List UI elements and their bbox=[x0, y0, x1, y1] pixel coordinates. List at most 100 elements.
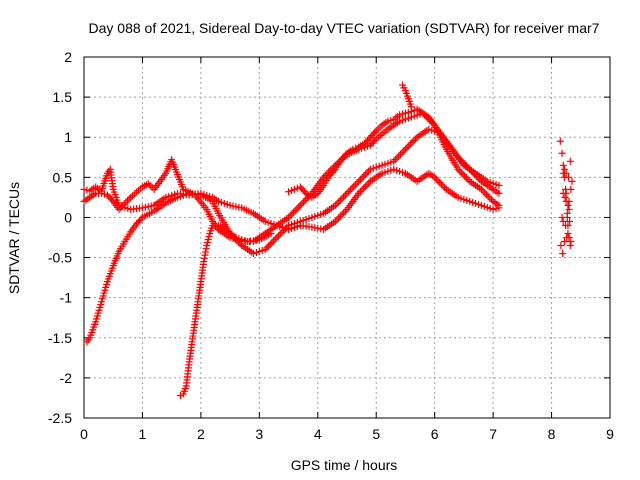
data-point-track-5 bbox=[484, 192, 492, 200]
data-point-track-1 bbox=[333, 216, 341, 224]
data-point-track-2 bbox=[405, 142, 413, 150]
data-point-track-1 bbox=[341, 207, 349, 215]
data-point-track-5 bbox=[301, 188, 309, 196]
data-point-track-2 bbox=[275, 232, 283, 240]
data-point-track-5 bbox=[482, 191, 490, 199]
data-point-track-2 bbox=[400, 147, 408, 155]
data-point-track-1 bbox=[358, 186, 366, 194]
data-point-track-2 bbox=[278, 228, 286, 236]
data-point-track-1 bbox=[365, 179, 373, 187]
data-point-track-5 bbox=[495, 201, 503, 209]
data-point-track-4 bbox=[203, 242, 211, 250]
data-point-track-2 bbox=[338, 195, 346, 203]
data-point-track-2 bbox=[343, 189, 351, 197]
data-point-track-3 bbox=[123, 197, 131, 205]
x-tick-label: 3 bbox=[255, 426, 263, 442]
data-point-track-2 bbox=[390, 157, 398, 165]
data-point-track-3 bbox=[469, 169, 477, 177]
data-point-track-2 bbox=[398, 149, 406, 157]
y-tick-label: 1 bbox=[64, 129, 72, 145]
data-point-track-3 bbox=[122, 199, 130, 207]
data-point-track-3 bbox=[467, 167, 475, 175]
data-point-track-8h bbox=[562, 169, 570, 177]
data-point-track-2 bbox=[401, 145, 409, 153]
data-point-track-3 bbox=[459, 158, 467, 166]
data-point-track-2 bbox=[283, 223, 291, 231]
data-point-track-2 bbox=[391, 156, 399, 164]
data-point-track-2 bbox=[280, 227, 288, 235]
data-point-track-3 bbox=[471, 170, 479, 178]
data-point-track-1 bbox=[432, 175, 440, 183]
data-point-track-1 bbox=[338, 211, 346, 219]
y-tick-label: -1 bbox=[60, 290, 73, 306]
data-point-track-2 bbox=[276, 230, 284, 238]
data-marks bbox=[80, 81, 576, 400]
data-point-track-4 bbox=[205, 232, 213, 240]
data-point-track-1 bbox=[340, 209, 348, 217]
x-tick-label: 1 bbox=[139, 426, 147, 442]
data-point-track-3 bbox=[462, 162, 470, 170]
data-point-track-2 bbox=[350, 183, 358, 191]
data-point-track-5 bbox=[461, 172, 469, 180]
data-point-track-2 bbox=[331, 201, 339, 209]
data-point-track-2 bbox=[265, 242, 273, 250]
data-point-track-2 bbox=[393, 154, 401, 162]
x-tick-label: 6 bbox=[431, 426, 439, 442]
data-point-track-5 bbox=[479, 187, 487, 195]
data-point-track-8h bbox=[565, 173, 573, 181]
data-point-track-8h bbox=[559, 161, 567, 169]
data-point-track-5 bbox=[457, 169, 465, 177]
data-point-track-2 bbox=[365, 167, 373, 175]
data-point-track-3 bbox=[291, 207, 299, 215]
data-point-track-2 bbox=[340, 193, 348, 201]
data-point-track-3 bbox=[301, 196, 309, 204]
data-point-track-8h bbox=[567, 238, 575, 246]
y-tick-label: 0 bbox=[64, 209, 72, 225]
y-tick-label: 2 bbox=[64, 49, 72, 65]
data-point-track-3 bbox=[293, 205, 301, 213]
data-point-track-2 bbox=[356, 176, 364, 184]
data-point-track-5 bbox=[462, 174, 470, 182]
data-point-track-5 bbox=[477, 185, 485, 193]
x-tick-label: 0 bbox=[80, 426, 88, 442]
grid bbox=[84, 57, 610, 418]
data-point-track-8h bbox=[559, 250, 567, 258]
x-tick-label: 5 bbox=[372, 426, 380, 442]
data-point-track-2 bbox=[410, 137, 418, 145]
data-point-track-1 bbox=[331, 217, 339, 225]
data-point-track-8h bbox=[559, 217, 567, 225]
data-point-track-3 bbox=[495, 189, 503, 197]
data-point-track-1 bbox=[431, 173, 439, 181]
y-tick-label: -2.5 bbox=[48, 410, 72, 426]
data-point-track-2 bbox=[408, 138, 416, 146]
y-tick-label: 1.5 bbox=[53, 89, 73, 105]
data-point-track-1 bbox=[361, 183, 369, 191]
y-tick-label: -0.5 bbox=[48, 250, 72, 266]
data-point-track-2 bbox=[335, 198, 343, 206]
data-point-track-8h bbox=[562, 221, 570, 229]
data-point-track-8h bbox=[563, 234, 571, 241]
data-point-track-5 bbox=[454, 165, 462, 173]
data-point-track-8h bbox=[556, 137, 564, 145]
data-point-track-8h bbox=[557, 242, 565, 250]
data-point-track-1 bbox=[439, 182, 447, 190]
data-point-track-3 bbox=[120, 200, 128, 208]
data-point-track-8h bbox=[565, 197, 573, 205]
data-point-track-1 bbox=[363, 181, 371, 189]
data-point-track-2 bbox=[137, 215, 145, 223]
data-point-track-8h bbox=[566, 217, 574, 225]
data-point-track-5 bbox=[456, 167, 464, 175]
data-point-track-2 bbox=[495, 181, 503, 189]
data-point-track-2 bbox=[281, 225, 289, 233]
data-point-track-2 bbox=[361, 170, 369, 178]
data-point-track-2 bbox=[268, 239, 276, 247]
data-point-track-8h bbox=[560, 238, 568, 246]
data-point-track-2 bbox=[358, 174, 366, 182]
data-point-track-2 bbox=[270, 237, 278, 245]
chart-title: Day 088 of 2021, Sidereal Day-to-day VTE… bbox=[89, 20, 600, 36]
data-point-track-2 bbox=[333, 200, 341, 208]
data-point-track-2 bbox=[355, 177, 363, 185]
data-point-track-2 bbox=[273, 234, 281, 241]
data-point-track-5 bbox=[487, 196, 495, 204]
